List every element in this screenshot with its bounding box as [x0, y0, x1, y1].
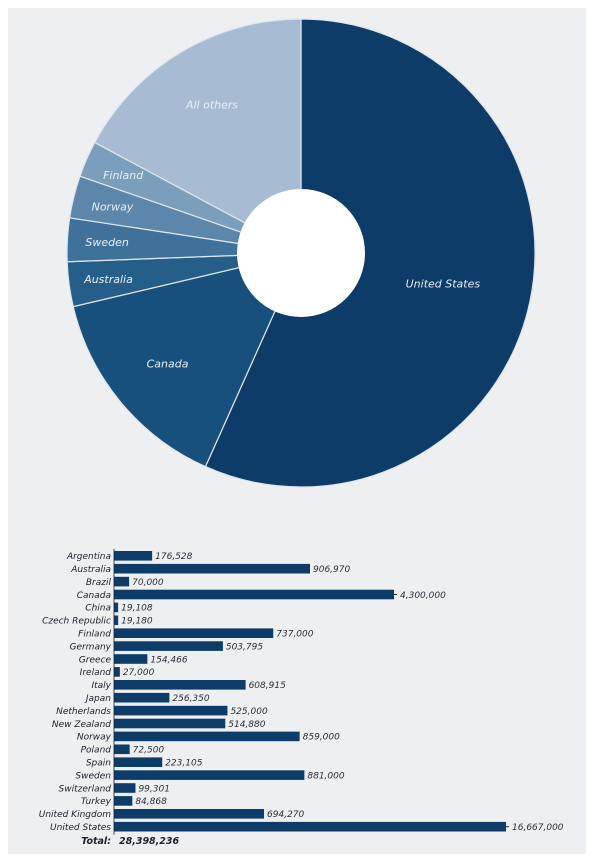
category-label-argentina: Argentina: [66, 552, 111, 562]
category-label-italy: Italy: [91, 681, 111, 691]
figure: United States Canada Australia Sweden Norway…: [8, 8, 586, 854]
value-label-czech-republic: 19,180: [121, 617, 153, 627]
bar-new-zealand: [114, 718, 226, 729]
category-label-united-states: United States: [50, 823, 111, 833]
value-label-poland: 72,500: [133, 746, 165, 756]
category-label-australia: Australia: [70, 565, 111, 575]
slice-label-canada: Canada: [147, 357, 189, 370]
value-label-new-zealand: 514,880: [228, 720, 265, 730]
slice-label-united-states: United States: [406, 277, 481, 290]
category-label-czech-republic: Czech Republic: [42, 617, 111, 627]
total-value: 28,398,236: [119, 836, 179, 847]
category-label-brazil: Brazil: [86, 578, 112, 588]
pie-slice-canada: [72, 252, 303, 468]
category-label-japan: Japan: [84, 694, 111, 704]
bar-brazil: [114, 576, 130, 587]
category-label-united-kingdom: United Kingdom: [39, 810, 111, 820]
bar-finland: [114, 628, 274, 638]
value-label-germany: 503,795: [226, 642, 263, 652]
total-label: Total:: [81, 836, 111, 847]
bar-switzerland: [114, 783, 136, 793]
value-label-brazil: 70,000: [132, 578, 164, 588]
category-label-sweden: Sweden: [75, 771, 111, 781]
category-label-finland: Finland: [78, 630, 111, 640]
bar-norway: [114, 731, 300, 742]
value-label-china: 19,108: [121, 604, 153, 614]
bar-chart: Argentina 176,528 Australia 906,970 Brazil 70…: [39, 549, 564, 847]
donut-hole: [237, 189, 365, 317]
category-label-canada: Canada: [77, 591, 111, 601]
category-label-ireland: Ireland: [80, 668, 112, 678]
value-label-united-kingdom: 694,270: [267, 810, 304, 820]
pie-slice-united-states: [204, 18, 536, 488]
bar-united-kingdom: [114, 809, 265, 819]
value-label-sweden: 881,000: [307, 771, 344, 781]
value-label-switzerland: 99,301: [138, 784, 170, 794]
value-label-greece: 154,466: [150, 655, 187, 665]
bar-sweden: [114, 770, 305, 780]
value-label-canada: 4,300,000: [400, 591, 446, 601]
category-label-greece: Greece: [79, 655, 112, 665]
value-label-netherlands: 525,000: [230, 707, 267, 717]
value-label-united-states: 16,667,000: [512, 823, 564, 833]
value-label-argentina: 176,528: [155, 552, 192, 562]
bar-united-states: [114, 821, 506, 832]
category-label-germany: Germany: [69, 642, 111, 652]
bar-spain: [114, 757, 163, 767]
category-label-switzerland: Switzerland: [59, 784, 112, 794]
value-label-spain: 223,105: [165, 759, 202, 769]
category-label-netherlands: Netherlands: [56, 707, 111, 717]
category-label-new-zealand: New Zealand: [52, 720, 111, 730]
bar-china: [114, 602, 119, 613]
slice-label-finland: Finland: [103, 169, 144, 182]
pie-slice-all-others: [93, 18, 302, 255]
bar-italy: [114, 680, 246, 690]
bar-australia: [114, 563, 310, 574]
donut-chart: United States Canada Australia Sweden Norway…: [66, 18, 536, 488]
bar-netherlands: [114, 705, 228, 716]
category-label-china: China: [85, 604, 111, 614]
slice-label-sweden: Sweden: [85, 236, 128, 249]
bar-czech-republic: [114, 615, 119, 626]
bar-poland: [114, 744, 130, 755]
value-label-italy: 608,915: [249, 681, 286, 691]
bar-ireland: [114, 667, 120, 677]
value-label-australia: 906,970: [313, 565, 350, 575]
slice-label-australia: Australia: [83, 273, 133, 286]
value-label-japan: 256,350: [172, 694, 209, 704]
bar-argentina: [114, 551, 153, 561]
value-label-norway: 859,000: [303, 733, 340, 743]
slice-label-norway: Norway: [92, 200, 134, 213]
category-label-spain: Spain: [86, 759, 111, 769]
value-label-ireland: 27,000: [123, 668, 155, 678]
slice-label-all-others: All others: [185, 98, 238, 111]
bar-canada: [114, 589, 394, 600]
value-label-finland: 737,000: [276, 630, 313, 640]
bar-germany: [114, 641, 223, 651]
bar-turkey: [114, 796, 133, 806]
value-label-turkey: 84,868: [135, 797, 167, 807]
category-label-norway: Norway: [77, 733, 112, 743]
category-label-poland: Poland: [81, 746, 112, 756]
category-label-turkey: Turkey: [81, 797, 112, 807]
bar-japan: [114, 692, 170, 703]
bar-greece: [114, 654, 148, 664]
